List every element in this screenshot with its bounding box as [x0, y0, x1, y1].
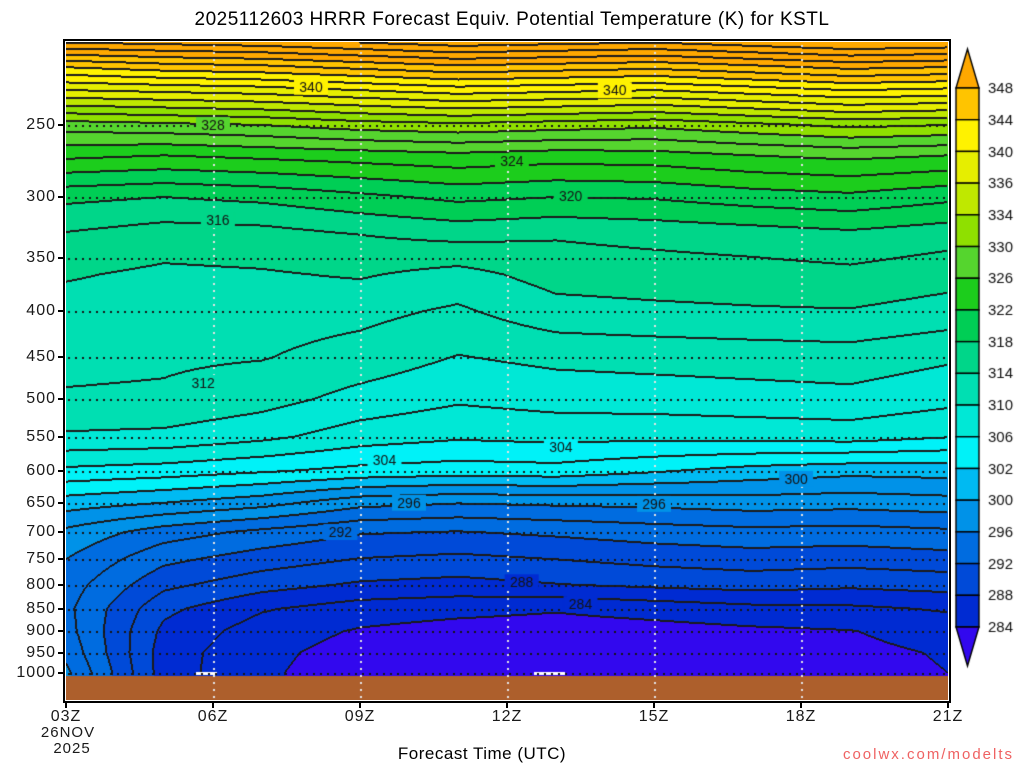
y-tick-mark [58, 470, 65, 473]
y-tick-label: 300 [26, 188, 56, 205]
y-tick-mark [58, 630, 65, 633]
chart-title: 2025112603 HRRR Forecast Equiv. Potentia… [194, 9, 830, 30]
colorbar-canvas [948, 42, 1024, 682]
x-tick-mark [947, 701, 949, 708]
y-tick-mark [58, 558, 65, 561]
x-tick-label: 21Z [932, 708, 964, 725]
y-tick-label: 400 [26, 301, 56, 319]
x-tick-label: 18Z [785, 708, 817, 725]
y-tick-label: 950 [26, 643, 56, 661]
x-tick-mark [212, 701, 214, 708]
x-tick-mark [653, 701, 655, 708]
x-axis-date-line2: 2025 [53, 740, 91, 757]
x-axis-date-line1: 26NOV [40, 724, 96, 741]
y-tick-mark [58, 397, 65, 400]
y-tick-mark [58, 651, 65, 654]
y-tick-label: 600 [26, 462, 56, 480]
watermark-link[interactable]: coolwx.com/modelts [842, 746, 1014, 763]
y-tick-label: 800 [26, 575, 56, 593]
contour-plot-canvas [66, 42, 948, 700]
y-tick-mark [58, 607, 65, 610]
x-axis-title: Forecast Time (UTC) [397, 744, 567, 763]
x-tick-label: 09Z [344, 708, 376, 725]
y-tick-mark [58, 583, 65, 586]
x-tick-label: 15Z [638, 708, 670, 725]
x-tick-mark [65, 701, 67, 708]
y-tick-mark [58, 196, 65, 198]
plot-border [63, 39, 951, 703]
y-tick-label: 550 [26, 427, 56, 445]
x-tick-label: 12Z [491, 708, 523, 725]
y-tick-mark [58, 501, 65, 504]
x-tick-mark [800, 701, 802, 708]
y-tick-label: 250 [26, 115, 56, 133]
y-tick-label: 350 [26, 248, 56, 266]
y-tick-mark [58, 531, 65, 533]
y-tick-label: 1000 [16, 664, 56, 682]
y-tick-mark [58, 309, 65, 312]
y-tick-label: 900 [26, 622, 56, 640]
y-tick-label: 500 [26, 389, 56, 407]
x-tick-label: 03Z [50, 708, 82, 725]
y-tick-mark [58, 123, 65, 126]
y-tick-label: 750 [26, 550, 56, 568]
x-tick-mark [359, 701, 361, 708]
y-tick-mark [58, 435, 65, 438]
y-tick-label: 700 [26, 523, 56, 540]
y-tick-mark [58, 356, 65, 359]
y-tick-mark [58, 256, 65, 259]
x-tick-label: 06Z [197, 708, 229, 725]
y-tick-label: 850 [26, 599, 56, 617]
y-tick-label: 450 [26, 348, 56, 366]
y-tick-mark [58, 672, 65, 675]
y-tick-label: 650 [26, 493, 56, 511]
x-tick-mark [506, 701, 508, 708]
